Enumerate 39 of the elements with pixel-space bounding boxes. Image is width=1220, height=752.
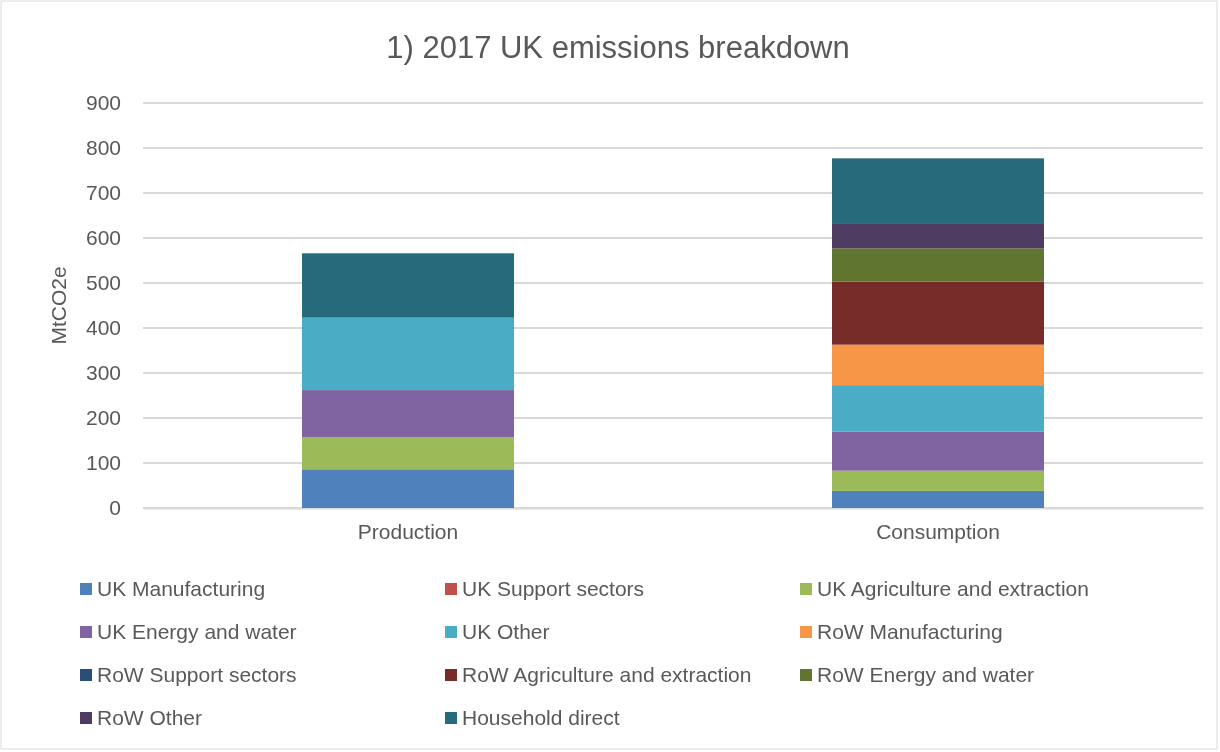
- bar: [302, 469, 514, 508]
- legend-label: UK Support sectors: [462, 577, 645, 601]
- y-tick-label: 400: [85, 316, 121, 340]
- bar: [832, 158, 1044, 224]
- legend-label: RoW Support sectors: [97, 663, 297, 687]
- y-tick-label: 100: [85, 451, 121, 475]
- legend-label: RoW Other: [97, 706, 203, 730]
- y-tick-label: 800: [85, 136, 121, 160]
- bar: [832, 431, 1044, 471]
- y-axis-title: MtCO2e: [47, 266, 70, 345]
- bar: [302, 317, 514, 391]
- legend-label: RoW Energy and water: [817, 663, 1035, 687]
- bar: [832, 385, 1044, 432]
- bar: [302, 437, 514, 470]
- y-tick-label: 300: [85, 361, 121, 385]
- bar: [302, 253, 514, 318]
- legend-label: UK Energy and water: [97, 620, 297, 644]
- y-tick-label: 700: [85, 181, 121, 205]
- legend-label: UK Other: [462, 620, 550, 644]
- legend-label: UK Manufacturing: [97, 577, 266, 601]
- x-tick-label: Consumption: [876, 519, 1000, 543]
- legend-label: Household direct: [462, 706, 620, 730]
- chart-title: 1) 2017 UK emissions breakdown: [386, 30, 850, 65]
- legend-label: UK Agriculture and extraction: [817, 577, 1089, 601]
- legend-label: RoW Agriculture and extraction: [462, 663, 752, 687]
- legend-label: RoW Manufacturing: [817, 620, 1003, 644]
- x-tick-label: Production: [357, 519, 459, 543]
- y-tick-label: 500: [85, 271, 121, 295]
- y-tick-label: 900: [85, 91, 121, 115]
- y-tick-label: 0: [109, 496, 121, 520]
- y-tick-label: 200: [85, 406, 121, 430]
- bar: [832, 490, 1044, 508]
- bar: [832, 223, 1044, 249]
- bar: [302, 390, 514, 438]
- bar: [832, 281, 1044, 345]
- y-tick-label: 600: [85, 226, 121, 250]
- bar: [832, 470, 1044, 491]
- bar: [832, 344, 1044, 386]
- bar: [832, 248, 1044, 282]
